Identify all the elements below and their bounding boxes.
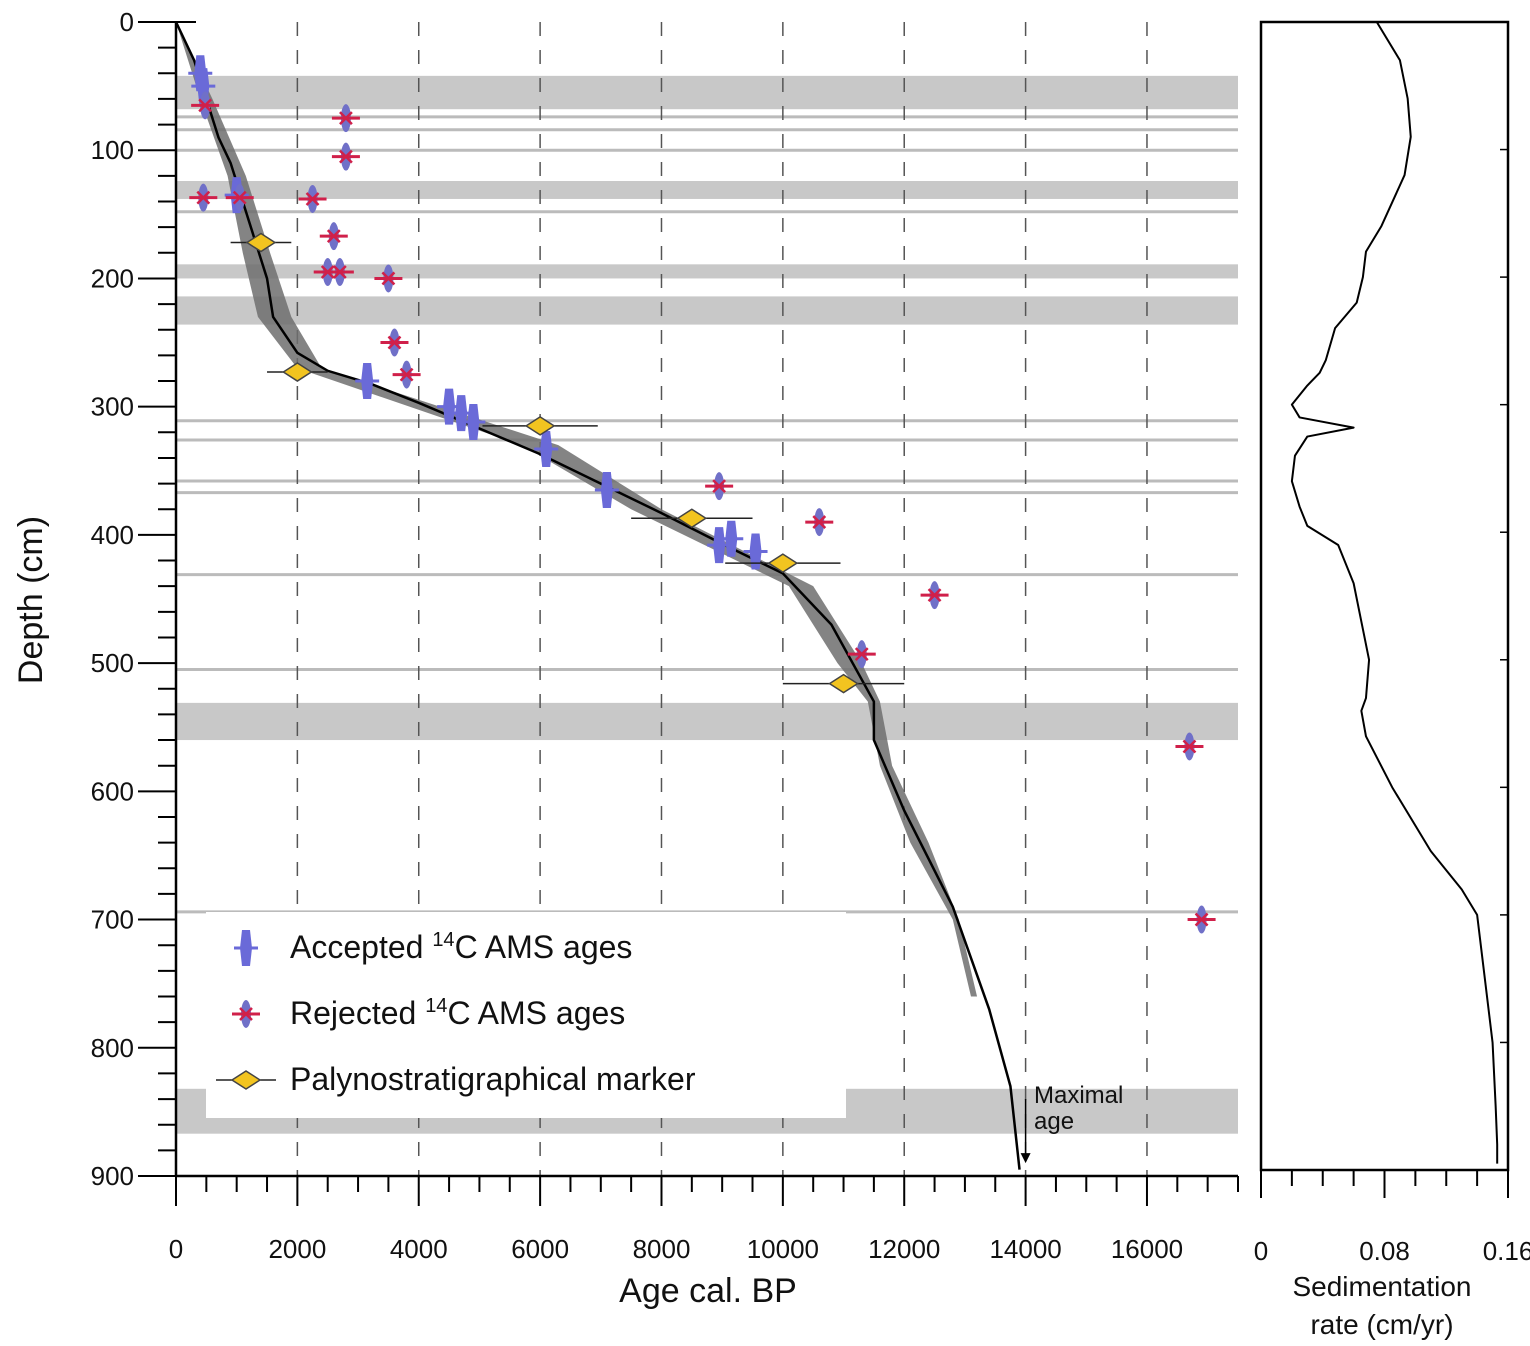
x-tick-label: 12000 bbox=[868, 1234, 940, 1264]
rejected-date-cross bbox=[305, 192, 320, 206]
rejected-date-cross bbox=[927, 588, 942, 603]
x-axis-title: Age cal. BP bbox=[619, 1272, 797, 1310]
hiatus-lines bbox=[176, 115, 1238, 914]
x-tick-label: 4000 bbox=[390, 1234, 448, 1264]
y-tick-label: 500 bbox=[91, 648, 134, 678]
age-axis-ticks: 0 2000 4000 6000 8000 10000 12000 14000 16000 bbox=[169, 1176, 1239, 1264]
rejected-date-cross bbox=[854, 647, 869, 662]
rate-axis-title-line1: Sedimentation bbox=[1292, 1271, 1471, 1302]
x-tick-label: 0 bbox=[169, 1234, 183, 1264]
sedimentation-rate-plot: 0 0.08 0.16 Sedimentation rate (cm/yr) bbox=[1254, 20, 1530, 1340]
x-tick-label: 16000 bbox=[1111, 1234, 1183, 1264]
x-tick-label: 14000 bbox=[989, 1234, 1061, 1264]
hiatus-band bbox=[176, 264, 1238, 279]
uncertainty-envelope-layer bbox=[176, 22, 978, 997]
palynological-marker bbox=[524, 416, 556, 436]
y-tick-label: 100 bbox=[91, 135, 134, 165]
rejected-date-cross bbox=[339, 111, 353, 126]
y-tick-label: 0 bbox=[120, 7, 134, 37]
rejected-date-cross bbox=[1182, 739, 1197, 754]
rejected-date-cross bbox=[196, 190, 211, 205]
legend-entry-rest: C AMS ages bbox=[447, 995, 625, 1031]
legend-entry-name: Accepted bbox=[290, 929, 432, 965]
rejected-date-cross bbox=[712, 479, 727, 494]
palynological-marker bbox=[230, 1070, 262, 1090]
rate-x-tick-label: 0.16 bbox=[1483, 1236, 1530, 1266]
uncertainty-envelope bbox=[176, 22, 978, 997]
hiatus-band bbox=[176, 75, 1238, 110]
rejected-date-cross bbox=[399, 367, 414, 382]
legend-entry-superscript: 14 bbox=[432, 929, 454, 951]
y-tick-label: 800 bbox=[91, 1033, 134, 1063]
rejected-date-cross bbox=[1194, 912, 1209, 927]
x-tick-label: 6000 bbox=[511, 1234, 569, 1264]
y-tick-label: 900 bbox=[91, 1161, 134, 1191]
age-depth-model-line bbox=[174, 21, 1021, 1170]
x-tick-label: 10000 bbox=[747, 1234, 819, 1264]
rate-curve-layer bbox=[1290, 21, 1499, 1164]
rate-plot-frame bbox=[1259, 20, 1510, 1172]
y-tick-label: 400 bbox=[91, 520, 134, 550]
y-tick-label: 200 bbox=[91, 263, 134, 293]
maximal-age-annotation: Maximal age bbox=[1020, 1082, 1123, 1164]
rejected-date-cross bbox=[239, 1007, 253, 1021]
rejected-date-cross bbox=[326, 229, 341, 244]
rejected-date-cross bbox=[812, 515, 827, 529]
palynological-marker bbox=[245, 232, 277, 253]
dating-points-layer bbox=[188, 55, 1216, 934]
annotation-line2: age bbox=[1034, 1108, 1074, 1135]
legend-entry-superscript: 14 bbox=[425, 995, 447, 1017]
maximal-age-arrowhead bbox=[1020, 1153, 1031, 1164]
legend-entry-name: Rejected bbox=[290, 995, 425, 1031]
rejected-date-cross bbox=[339, 149, 353, 164]
age-depth-model-layer bbox=[174, 21, 1021, 1170]
age-depth-plot: 0 100 200 300 400 500 600 700 800 900 0 2000 4000 60… bbox=[12, 7, 1239, 1310]
rate-x-tick-label: 0 bbox=[1254, 1236, 1268, 1266]
y-tick-label: 700 bbox=[91, 905, 134, 935]
y-tick-label: 300 bbox=[91, 392, 134, 422]
palynological-marker bbox=[828, 673, 859, 694]
hiatus-band bbox=[176, 296, 1238, 325]
palynological-marker bbox=[676, 508, 708, 529]
rate-frame-box bbox=[1259, 20, 1510, 1172]
x-tick-label: 2000 bbox=[268, 1234, 326, 1264]
annotation-line1: Maximal bbox=[1034, 1082, 1123, 1109]
rate-axis-title-line2: rate (cm/yr) bbox=[1310, 1309, 1453, 1340]
palynological-marker bbox=[767, 553, 799, 573]
sedimentation-rate-line bbox=[1290, 21, 1499, 1164]
hiatus-band bbox=[176, 180, 1238, 199]
depth-axis-ticks: 0 100 200 300 400 500 600 700 800 900 bbox=[91, 7, 176, 1191]
y-tick-label: 600 bbox=[91, 776, 134, 806]
rate-axis-ticks: 0 0.08 0.16 bbox=[1254, 148, 1530, 1266]
rejected-date-cross bbox=[198, 98, 213, 113]
rejected-date-cross bbox=[381, 271, 396, 286]
legend-entry-label: Accepted 14C AMS ages bbox=[290, 929, 632, 965]
legend-entry-rest: C AMS ages bbox=[455, 929, 633, 965]
rejected-date-cross bbox=[332, 265, 347, 279]
rate-x-tick-label: 0.08 bbox=[1359, 1236, 1410, 1266]
palynological-marker bbox=[281, 362, 313, 382]
x-tick-label: 8000 bbox=[633, 1234, 691, 1264]
main-plot-frame bbox=[174, 21, 1238, 1178]
legend-entry-label: Palynostratigraphical marker bbox=[290, 1061, 696, 1097]
y-axis-title: Depth (cm) bbox=[12, 516, 50, 684]
rejected-date-cross bbox=[232, 190, 247, 205]
legend-entry-label: Rejected 14C AMS ages bbox=[290, 995, 625, 1031]
legend-box bbox=[206, 912, 846, 1118]
rejected-date-cross bbox=[387, 335, 402, 350]
hiatus-band bbox=[176, 702, 1238, 741]
